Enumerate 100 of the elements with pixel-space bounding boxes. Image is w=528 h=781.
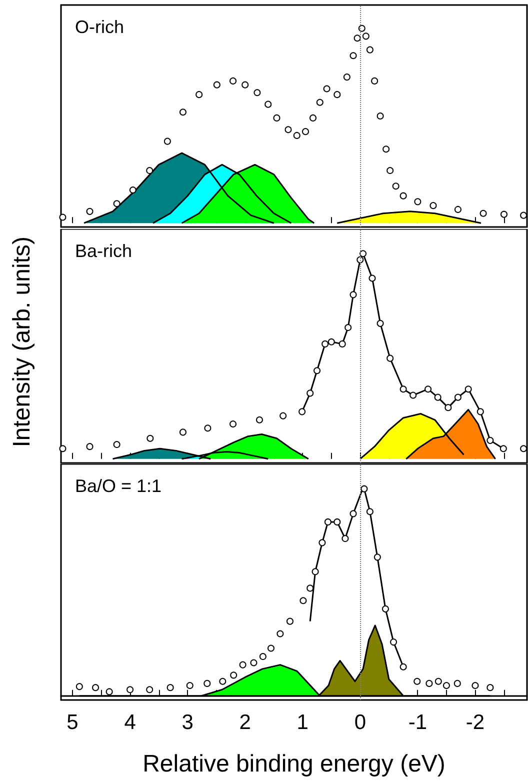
point	[316, 98, 324, 106]
point	[350, 291, 357, 298]
point	[284, 126, 292, 134]
point	[267, 644, 274, 652]
point	[146, 434, 154, 442]
point	[360, 250, 367, 258]
point	[254, 89, 261, 96]
point	[362, 32, 370, 40]
point	[302, 128, 310, 136]
point	[306, 584, 314, 592]
point	[480, 210, 487, 217]
x-tick-label: -1	[408, 711, 428, 734]
x-tick-label: 0	[354, 711, 366, 734]
point	[250, 659, 258, 666]
point	[322, 340, 329, 348]
point	[400, 192, 407, 200]
point	[334, 518, 341, 526]
point	[312, 568, 319, 576]
point	[196, 91, 203, 98]
point	[298, 408, 306, 416]
point	[276, 630, 284, 638]
point	[444, 404, 452, 412]
annotation: Ba/O = 1:1	[75, 476, 162, 496]
point	[338, 340, 346, 348]
point	[424, 386, 432, 393]
point	[92, 684, 100, 692]
point	[230, 672, 238, 679]
point	[86, 208, 94, 215]
point	[300, 597, 307, 604]
point	[328, 338, 335, 346]
point	[344, 324, 352, 332]
point	[392, 182, 400, 190]
point	[179, 108, 186, 116]
point	[280, 412, 287, 420]
point	[106, 688, 113, 696]
annotation: Ba-rich	[75, 241, 132, 261]
point	[219, 678, 226, 685]
point	[342, 535, 349, 542]
point	[382, 146, 390, 153]
point	[382, 605, 389, 612]
x-tick-label: 5	[66, 711, 78, 734]
point	[350, 510, 357, 518]
point	[486, 436, 494, 444]
point	[520, 212, 528, 219]
point	[400, 663, 407, 670]
point	[454, 206, 462, 213]
point	[239, 661, 246, 668]
point	[242, 81, 249, 88]
point	[500, 210, 508, 218]
point	[76, 683, 83, 690]
point	[374, 554, 381, 561]
point	[360, 485, 368, 492]
point	[129, 186, 136, 194]
point	[113, 441, 120, 448]
y-axis-title: Intensity (arb. units)	[8, 236, 36, 448]
point	[390, 638, 398, 646]
point	[314, 367, 321, 374]
point	[306, 390, 314, 397]
point	[273, 114, 280, 122]
point	[426, 680, 433, 687]
point	[146, 167, 154, 174]
point	[230, 420, 237, 428]
point	[126, 686, 134, 694]
point	[386, 354, 394, 362]
point	[520, 445, 528, 452]
point	[354, 34, 361, 42]
point	[454, 394, 462, 401]
point	[179, 428, 186, 436]
point	[430, 202, 437, 210]
point	[230, 77, 237, 84]
point	[414, 678, 421, 685]
x-tick-label: 4	[124, 711, 136, 734]
point	[323, 85, 330, 92]
point	[368, 274, 376, 282]
point	[146, 686, 154, 694]
point	[371, 77, 378, 84]
point	[324, 518, 332, 526]
x-tick-label: 1	[296, 711, 308, 734]
point	[59, 445, 66, 452]
point	[350, 52, 357, 60]
point	[376, 320, 384, 327]
point	[309, 114, 316, 122]
annotation: O-rich	[75, 17, 124, 37]
point	[464, 386, 472, 393]
point	[500, 445, 507, 452]
point	[113, 200, 120, 208]
point	[400, 386, 407, 393]
point	[442, 682, 450, 690]
x-axis-title: Relative binding energy (eV)	[142, 750, 446, 778]
point	[318, 539, 326, 546]
point	[59, 214, 66, 221]
point	[366, 46, 374, 54]
point	[166, 684, 174, 692]
x-tick-label: 3	[182, 711, 194, 734]
point	[376, 112, 384, 120]
point	[86, 443, 94, 450]
point	[366, 508, 374, 516]
point	[386, 167, 394, 174]
point	[414, 198, 422, 206]
point	[256, 416, 263, 424]
